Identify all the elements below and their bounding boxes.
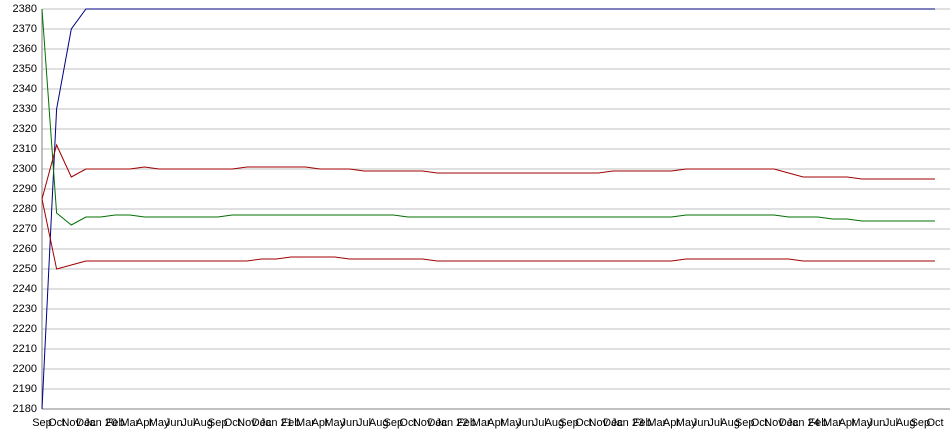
x-tick-label: Jun <box>516 417 534 429</box>
x-tick-label: Nov <box>589 417 609 429</box>
x-tick-label: Sep <box>384 417 404 429</box>
x-tick-label: Aug <box>896 417 916 429</box>
x-tick-label: Oct <box>399 417 416 429</box>
y-tick-label: 2350 <box>13 63 37 75</box>
x-tick-label: Oct <box>926 417 943 429</box>
x-tick-label: Nov <box>413 417 433 429</box>
x-tick-label: Jun <box>868 417 886 429</box>
x-tick-label: Dec <box>252 417 272 429</box>
y-tick-label: 2300 <box>13 163 37 175</box>
x-tick-label: Nov <box>61 417 81 429</box>
y-tick-label: 2360 <box>13 43 37 55</box>
x-tick-label: Sep <box>735 417 755 429</box>
x-tick-label: Sep <box>32 417 52 429</box>
x-tick-label: May <box>324 417 345 429</box>
y-tick-label: 2250 <box>13 263 37 275</box>
series-line <box>41 8 935 226</box>
x-tick-label: Jan 24 <box>787 417 820 429</box>
x-tick-label: Dec <box>427 417 447 429</box>
y-tick-label: 2280 <box>13 203 37 215</box>
x-tick-label: Feb <box>808 417 827 429</box>
x-tick-label: Feb <box>281 417 300 429</box>
x-tick-label: Aug <box>720 417 740 429</box>
x-tick-label: Oct <box>751 417 768 429</box>
x-tick-label: Jan 20 <box>84 417 117 429</box>
x-tick-label: Apr <box>136 417 153 429</box>
y-tick-label: 2340 <box>13 83 37 95</box>
y-tick-label: 2240 <box>13 283 37 295</box>
x-tick-label: Sep <box>911 417 931 429</box>
x-tick-label: Jan 21 <box>260 417 293 429</box>
x-tick-label: Oct <box>575 417 592 429</box>
x-tick-label: May <box>500 417 521 429</box>
x-tick-label: May <box>676 417 697 429</box>
y-tick-label: 2380 <box>13 3 37 15</box>
x-tick-label: Feb <box>633 417 652 429</box>
x-tick-label: May <box>149 417 170 429</box>
x-tick-label: Aug <box>369 417 389 429</box>
y-tick-label: 2310 <box>13 143 37 155</box>
x-tick-label: Mar <box>120 417 139 429</box>
y-tick-label: 2190 <box>13 383 37 395</box>
x-tick-label: Oct <box>224 417 241 429</box>
y-tick-label: 2290 <box>13 183 37 195</box>
x-tick-label: Jul <box>181 417 195 429</box>
x-tick-label: Dec <box>603 417 623 429</box>
x-tick-label: Feb <box>457 417 476 429</box>
x-tick-label: Apr <box>312 417 329 429</box>
x-tick-label: Nov <box>764 417 784 429</box>
x-tick-label: Jun <box>692 417 710 429</box>
y-tick-label: 2210 <box>13 343 37 355</box>
series-line <box>41 198 935 270</box>
x-tick-label: Jul <box>533 417 547 429</box>
x-tick-label: Sep <box>208 417 228 429</box>
x-tick-label: Jul <box>884 417 898 429</box>
x-tick-label: Mar <box>823 417 842 429</box>
y-tick-label: 2330 <box>13 103 37 115</box>
x-tick-label: Dec <box>76 417 96 429</box>
x-tick-label: Mar <box>472 417 491 429</box>
x-tick-label: Mar <box>296 417 315 429</box>
y-tick-label: 2270 <box>13 223 37 235</box>
y-tick-label: 2260 <box>13 243 37 255</box>
x-tick-label: Jan 23 <box>611 417 644 429</box>
x-tick-label: Mar <box>647 417 666 429</box>
x-tick-label: Jul <box>708 417 722 429</box>
x-tick-label: Apr <box>663 417 680 429</box>
x-tick-label: Dec <box>779 417 799 429</box>
series-line <box>41 8 935 410</box>
x-tick-label: Aug <box>193 417 213 429</box>
x-tick-label: Apr <box>839 417 856 429</box>
x-tick-label: May <box>851 417 872 429</box>
x-tick-label: Sep <box>559 417 579 429</box>
x-tick-label: Jan 22 <box>435 417 468 429</box>
x-tick-label: Feb <box>106 417 125 429</box>
x-tick-label: Jun <box>165 417 183 429</box>
x-tick-label: Apr <box>487 417 504 429</box>
y-tick-label: 2320 <box>13 123 37 135</box>
x-tick-label: Nov <box>237 417 257 429</box>
y-tick-label: 2230 <box>13 303 37 315</box>
y-tick-label: 2180 <box>13 403 37 415</box>
x-tick-label: Jul <box>357 417 371 429</box>
x-tick-label: Aug <box>545 417 565 429</box>
y-tick-label: 2370 <box>13 23 37 35</box>
y-tick-label: 2220 <box>13 323 37 335</box>
x-tick-label: Jun <box>341 417 359 429</box>
series-line <box>41 143 935 200</box>
y-tick-label: 2200 <box>13 363 37 375</box>
x-tick-label: Oct <box>48 417 65 429</box>
